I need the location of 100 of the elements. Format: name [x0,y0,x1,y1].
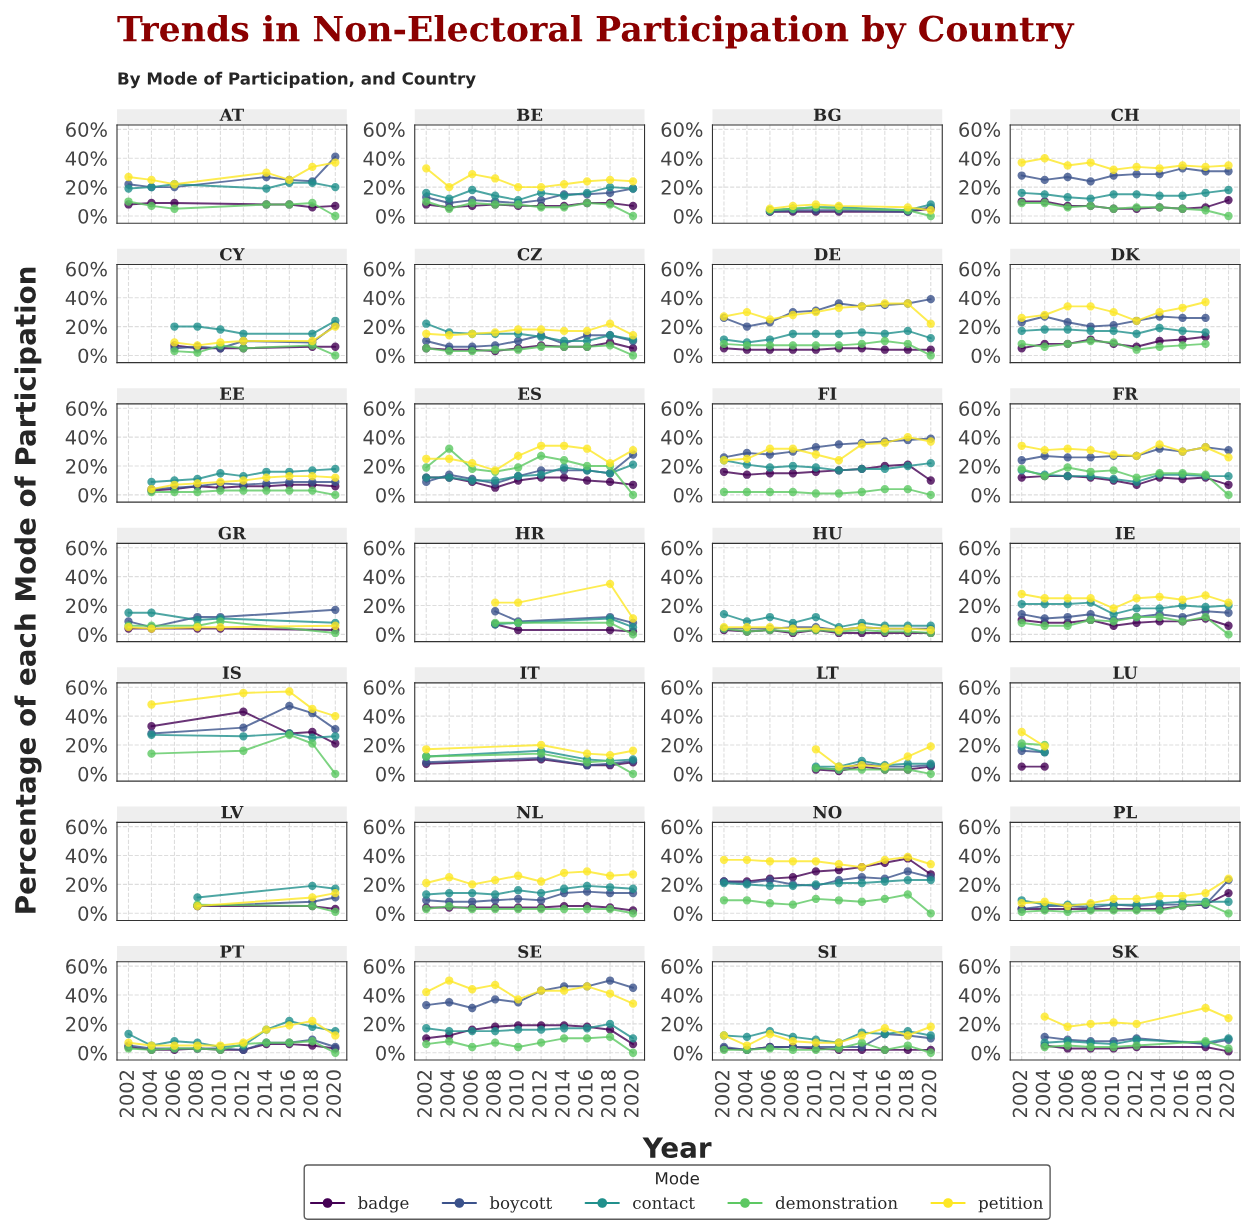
x-tick-label: 2002 [417,1070,432,1118]
legend-label: demonstration [775,1196,898,1210]
y-tick-label: 40% [661,290,703,306]
chart-title: HR [515,527,545,540]
x-tick-label: 2018 [600,1070,616,1118]
x-tick-label: 2016 [280,1070,295,1118]
y-tick-label: 0% [376,906,405,921]
y-tick-label: 0% [78,766,107,782]
y-tick-label: 0% [376,208,405,224]
y-tick-label: 20% [66,319,107,335]
y-tick-label: 40% [661,709,703,724]
y-tick-label: 60% [363,959,405,974]
y-tick-label: 20% [959,180,1001,195]
x-tick-label: 2020 [1219,1070,1235,1118]
x-tick-label: 2006 [1058,1070,1074,1118]
legend-label: boycott [489,1196,553,1213]
y-tick-label: 40% [661,987,703,1003]
y-tick-label: 40% [958,430,1001,445]
chart-title: CY [220,247,245,261]
x-tick-label: 2016 [1173,1070,1189,1118]
y-tick-label: 0% [971,1045,1001,1061]
y-tick-label: 20% [661,877,703,893]
chart-title: EE [219,387,244,400]
y-tick-label: 20% [959,737,1001,753]
x-tick-label: 2018 [898,1070,914,1118]
x-tick-label: 2002 [119,1070,135,1118]
chart-title: NL [516,806,543,819]
y-tick-label: 0% [673,627,703,643]
y-tick-label: 60% [959,540,1001,556]
y-tick-label: 60% [363,819,405,835]
y-tick-label: 40% [65,430,107,445]
y-tick-label: 20% [661,319,703,335]
y-tick-label: 20% [661,458,703,474]
chart-title: BG [813,108,841,122]
x-tick-label: 2012 [234,1070,250,1118]
y-tick-label: 20% [66,458,107,474]
y-tick-label: 60% [66,401,107,416]
y-tick-label: 40% [958,709,1001,724]
y-tick-label: 60% [66,959,107,974]
y-tick-label: 0% [78,348,107,364]
y-tick-label: 40% [661,569,703,585]
legend-label: petition [978,1196,1043,1213]
x-tick-label: 2014 [555,1070,570,1118]
x-tick-label: 2008 [783,1070,799,1118]
y-tick-label: 60% [661,540,703,556]
y-tick-label: 60% [661,819,703,835]
chart-title: GR [218,526,247,540]
y-tick-label: 0% [673,348,703,364]
chart-title: SK [1112,945,1139,958]
x-tick-label: 2008 [188,1070,204,1118]
y-tick-label: 20% [66,598,107,614]
legend-title: Mode [656,1171,699,1185]
y-tick-label: 40% [363,430,405,445]
x-tick-label: 2002 [714,1070,730,1118]
y-tick-label: 60% [661,261,703,277]
y-tick-label: 20% [661,180,703,195]
x-tick-label: 2006 [165,1070,181,1118]
y-tick-label: 60% [66,680,107,695]
y-tick-label: 60% [959,122,1001,137]
y-tick-label: 20% [959,877,1001,893]
y-tick-label: 60% [66,122,107,137]
y-tick-label: 20% [66,877,107,893]
chart-title: PT [220,945,245,958]
y-tick-label: 0% [78,906,107,921]
y-tick-label: 60% [363,540,405,556]
y-tick-label: 0% [376,766,405,782]
chart-title: ES [518,387,541,400]
y-tick-label: 0% [376,348,405,364]
y-tick-label: 60% [363,401,405,416]
chart-title: DK [1111,248,1141,261]
x-tick-label: 2010 [1104,1070,1120,1118]
y-tick-label: 20% [959,1016,1001,1032]
x-tick-label: 2014 [1150,1070,1166,1118]
chart-title: LU [1113,666,1138,679]
x-tick-label: 2012 [532,1070,547,1118]
text: Year [642,1137,712,1159]
y-tick-label: 40% [363,848,405,864]
y-tick-label: 20% [661,598,703,614]
x-tick-label: 2006 [463,1070,478,1118]
y-tick-label: 0% [376,487,405,503]
y-tick-label: 0% [971,348,1001,364]
y-tick-label: 60% [363,122,405,137]
y-tick-label: 0% [673,906,703,921]
chart-title: CZ [517,247,542,261]
y-tick-label: 20% [661,1016,703,1032]
y-tick-label: 20% [363,598,405,614]
y-tick-label: 40% [661,848,703,864]
y-tick-label: 60% [959,959,1001,974]
y-tick-label: 60% [661,680,703,695]
y-tick-label: 40% [65,569,107,585]
chart-title: DE [814,248,841,261]
y-tick-label: 20% [363,458,405,474]
y-tick-label: 40% [958,569,1001,585]
y-tick-label: 0% [971,906,1001,921]
x-tick-label: 2020 [921,1070,937,1118]
y-tick-label: 60% [66,261,107,277]
chart-title: LT [816,666,839,679]
x-tick-label: 2010 [806,1070,822,1118]
text: Trends in Non-Electoral Participation by Country [117,14,1075,50]
y-tick-label: 20% [363,877,405,893]
